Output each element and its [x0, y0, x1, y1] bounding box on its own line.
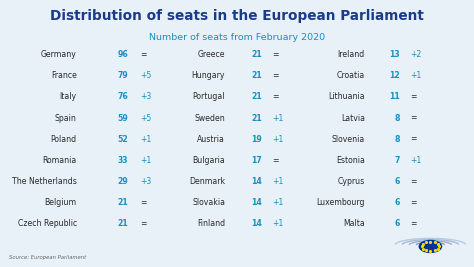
- Text: 21: 21: [117, 219, 128, 228]
- Text: 8: 8: [394, 113, 400, 123]
- Text: Belgium: Belgium: [45, 198, 77, 207]
- Text: =: =: [410, 177, 417, 186]
- Text: Denmark: Denmark: [189, 177, 225, 186]
- Text: Poland: Poland: [51, 135, 77, 144]
- Text: 6: 6: [394, 198, 400, 207]
- Text: =: =: [273, 71, 279, 80]
- Text: Number of seats from February 2020: Number of seats from February 2020: [149, 33, 325, 42]
- Text: 17: 17: [251, 156, 262, 165]
- Text: Romania: Romania: [43, 156, 77, 165]
- Text: =: =: [140, 219, 146, 228]
- Text: Czech Republic: Czech Republic: [18, 219, 77, 228]
- Text: Latvia: Latvia: [341, 113, 365, 123]
- Text: +1: +1: [410, 156, 421, 165]
- Text: 12: 12: [389, 71, 400, 80]
- Text: =: =: [140, 50, 146, 59]
- Text: 8: 8: [394, 135, 400, 144]
- Text: +1: +1: [273, 113, 284, 123]
- Text: +3: +3: [140, 177, 151, 186]
- Text: 13: 13: [389, 50, 400, 59]
- Text: Distribution of seats in the European Parliament: Distribution of seats in the European Pa…: [50, 9, 424, 23]
- Text: Slovakia: Slovakia: [192, 198, 225, 207]
- Text: 14: 14: [251, 219, 262, 228]
- Text: 6: 6: [394, 177, 400, 186]
- Text: Finland: Finland: [197, 219, 225, 228]
- Text: Portugal: Portugal: [192, 92, 225, 101]
- Text: Bulgaria: Bulgaria: [192, 156, 225, 165]
- Text: 21: 21: [251, 71, 262, 80]
- Text: 14: 14: [251, 177, 262, 186]
- Text: =: =: [273, 50, 279, 59]
- Text: =: =: [410, 219, 417, 228]
- Text: Ireland: Ireland: [338, 50, 365, 59]
- Text: +1: +1: [273, 198, 284, 207]
- Text: 19: 19: [251, 135, 262, 144]
- Text: 59: 59: [117, 113, 128, 123]
- Text: +5: +5: [140, 71, 151, 80]
- Text: Germany: Germany: [41, 50, 77, 59]
- Text: The Netherlands: The Netherlands: [12, 177, 77, 186]
- Text: =: =: [410, 92, 417, 101]
- Text: Austria: Austria: [197, 135, 225, 144]
- Text: =: =: [410, 113, 417, 123]
- Text: 6: 6: [394, 219, 400, 228]
- Text: 96: 96: [117, 50, 128, 59]
- Text: Source: European Parliament: Source: European Parliament: [9, 255, 86, 260]
- Text: Slovenia: Slovenia: [332, 135, 365, 144]
- Text: 29: 29: [117, 177, 128, 186]
- Text: +3: +3: [140, 92, 151, 101]
- Text: +1: +1: [273, 177, 284, 186]
- Text: 14: 14: [251, 198, 262, 207]
- Text: 21: 21: [251, 50, 262, 59]
- Text: +1: +1: [140, 156, 151, 165]
- Text: 21: 21: [117, 198, 128, 207]
- Text: Hungary: Hungary: [191, 71, 225, 80]
- Text: Estonia: Estonia: [336, 156, 365, 165]
- Text: 11: 11: [389, 92, 400, 101]
- Text: =: =: [410, 135, 417, 144]
- Text: 52: 52: [117, 135, 128, 144]
- Text: 21: 21: [251, 113, 262, 123]
- Text: Cyprus: Cyprus: [338, 177, 365, 186]
- Text: +1: +1: [410, 71, 421, 80]
- Text: +1: +1: [273, 219, 284, 228]
- Text: =: =: [410, 198, 417, 207]
- Text: +1: +1: [273, 135, 284, 144]
- Text: 7: 7: [394, 156, 400, 165]
- Text: Lithuania: Lithuania: [328, 92, 365, 101]
- Text: 33: 33: [118, 156, 128, 165]
- Text: +5: +5: [140, 113, 151, 123]
- Text: Croatia: Croatia: [337, 71, 365, 80]
- Text: Spain: Spain: [55, 113, 77, 123]
- Text: Luxembourg: Luxembourg: [317, 198, 365, 207]
- Text: Malta: Malta: [343, 219, 365, 228]
- Text: France: France: [51, 71, 77, 80]
- Circle shape: [419, 240, 442, 253]
- Text: Italy: Italy: [60, 92, 77, 101]
- Text: +2: +2: [410, 50, 421, 59]
- Text: 21: 21: [251, 92, 262, 101]
- Text: Sweden: Sweden: [194, 113, 225, 123]
- Text: 79: 79: [117, 71, 128, 80]
- Text: =: =: [140, 198, 146, 207]
- Text: 76: 76: [117, 92, 128, 101]
- Text: Greece: Greece: [198, 50, 225, 59]
- Text: =: =: [273, 92, 279, 101]
- Text: +1: +1: [140, 135, 151, 144]
- Text: =: =: [273, 156, 279, 165]
